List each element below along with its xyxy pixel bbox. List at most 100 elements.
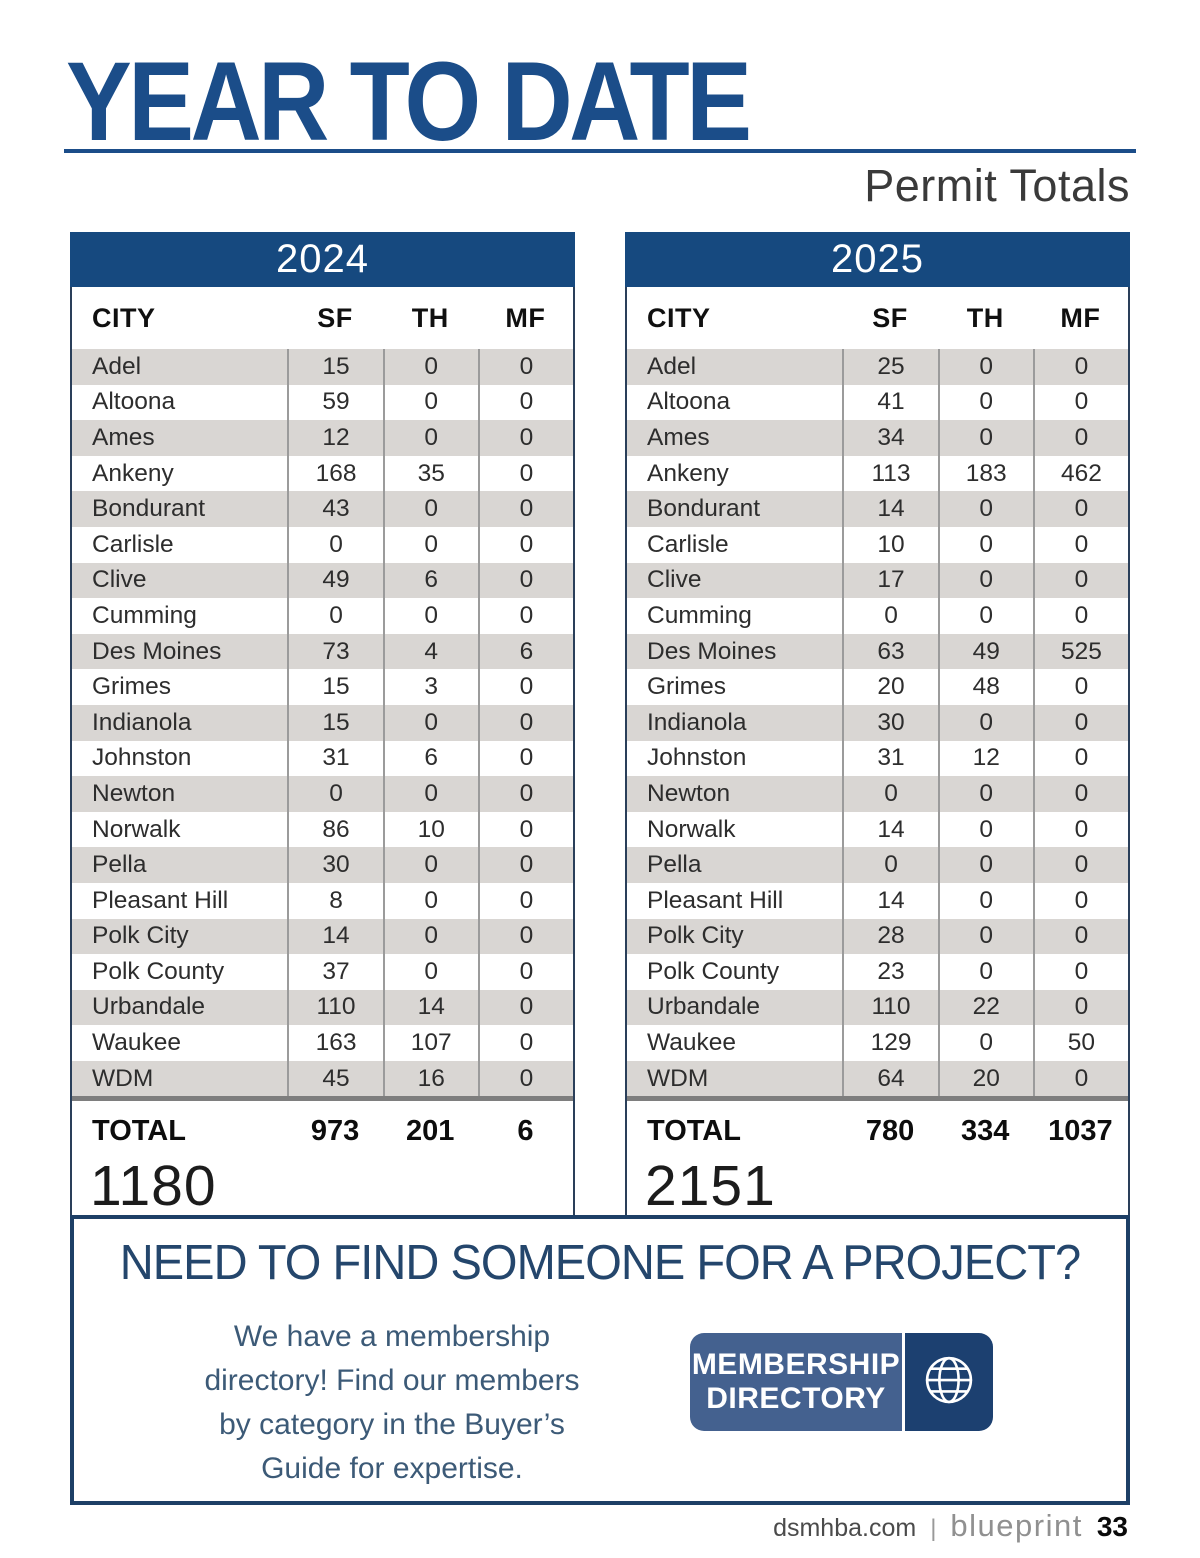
table-row: Bondurant 14 0 0 [627,491,1128,527]
sf-cell: 8 [287,882,382,919]
sf-cell: 28 [842,918,937,955]
th-cell: 0 [382,776,478,812]
th-cell: 22 [937,989,1033,1026]
th-cell: 3 [382,669,478,705]
sf-cell: 73 [287,633,382,670]
mf-cell: 0 [477,704,573,741]
mf-cell: 0 [477,526,573,563]
mf-cell: 0 [1032,349,1128,385]
total-mf: 1037 [1048,1114,1113,1147]
mf-cell: 0 [1032,989,1128,1026]
mf-cell: 0 [1032,918,1128,955]
city-cell: Grimes [92,673,171,701]
table-row: Norwalk 14 0 0 [627,811,1128,848]
city-cell: WDM [647,1064,709,1092]
mf-cell: 0 [477,598,573,634]
table-row: Clive 17 0 0 [627,562,1128,599]
column-header-city: CITY [647,302,711,333]
table-row: Johnston 31 12 0 [627,740,1128,777]
table-row: Adel 15 0 0 [72,349,573,385]
mf-cell: 6 [477,633,573,670]
table-header-row: CITY SF TH MF [627,287,1128,349]
mf-cell: 0 [477,811,573,848]
table-row: Cumming 0 0 0 [627,598,1128,634]
sf-cell: 64 [842,1060,937,1097]
mf-cell: 0 [1032,811,1128,848]
total-label: TOTAL [92,1114,186,1147]
city-cell: Polk City [647,922,744,950]
table-row: Bondurant 43 0 0 [72,491,573,527]
total-mf: 6 [517,1114,534,1147]
permit-table-2024: 2024 CITY SF TH MF Adel 15 0 0 Altoona 59 0 0 Am… [70,232,575,1226]
th-cell: 183 [937,455,1033,492]
mf-cell: 0 [477,562,573,599]
column-header-th: TH [966,302,1004,333]
mf-cell: 0 [1032,1060,1128,1097]
page-title: YEAR TO DATE [66,39,752,164]
sf-cell: 59 [287,384,382,421]
table-row: Polk County 37 0 0 [72,954,573,990]
table-body: Adel 15 0 0 Altoona 59 0 0 Ames 12 0 0 Ankeny 168 35 0 B… [72,349,573,1097]
sf-cell: 31 [842,740,937,777]
sf-cell: 0 [287,598,382,634]
th-cell: 0 [937,882,1033,919]
mf-cell: 0 [1032,598,1128,634]
sf-cell: 12 [287,420,382,456]
city-cell: Ames [647,423,710,451]
th-cell: 0 [937,420,1033,456]
th-cell: 0 [937,847,1033,883]
mf-cell: 0 [477,455,573,492]
city-cell: Urbandale [647,993,761,1021]
city-cell: Polk County [647,957,780,985]
table-row: Grimes 15 3 0 [72,669,573,705]
th-cell: 0 [382,598,478,634]
th-cell: 0 [937,562,1033,599]
th-cell: 48 [937,669,1033,705]
table-row: Cumming 0 0 0 [72,598,573,634]
mf-cell: 0 [477,1060,573,1097]
th-cell: 0 [382,954,478,990]
sf-cell: 113 [842,455,937,492]
city-cell: Pleasant Hill [92,886,229,914]
city-cell: Polk County [92,957,225,985]
total-divider [72,1096,573,1102]
table-row: Ames 34 0 0 [627,420,1128,456]
promo-heading: NEED TO FIND SOMEONE FOR A PROJECT? [119,1236,1081,1290]
th-cell: 0 [382,918,478,955]
total-row: TOTAL 780 334 1037 [627,1106,1128,1156]
table-row: Indianola 30 0 0 [627,704,1128,741]
mf-cell: 0 [477,989,573,1026]
city-cell: Pella [647,851,702,879]
table-row: Newton 0 0 0 [72,776,573,812]
permit-tables: 2024 CITY SF TH MF Adel 15 0 0 Altoona 59 0 0 Am… [70,232,1130,1226]
city-cell: Bondurant [92,495,206,523]
sf-cell: 31 [287,740,382,777]
sf-cell: 15 [287,669,382,705]
table-row: Waukee 163 107 0 [72,1025,573,1061]
table-row: Ankeny 168 35 0 [72,455,573,492]
mf-cell: 0 [1032,847,1128,883]
city-cell: Waukee [647,1029,736,1057]
membership-directory-label-line1: MEMBERSHIP [691,1348,901,1382]
sf-cell: 45 [287,1060,382,1097]
mf-cell: 0 [477,669,573,705]
mf-cell: 0 [1032,384,1128,421]
sf-cell: 17 [842,562,937,599]
sf-cell: 0 [842,598,937,634]
th-cell: 6 [382,562,478,599]
sf-cell: 110 [287,989,382,1026]
mf-cell: 0 [477,847,573,883]
th-cell: 0 [937,598,1033,634]
table-row: Waukee 129 0 50 [627,1025,1128,1061]
table-row: Pleasant Hill 14 0 0 [627,882,1128,919]
city-cell: Altoona [92,388,176,416]
table-row: WDM 45 16 0 [72,1060,573,1097]
sf-cell: 25 [842,349,937,385]
table-row: Ankeny 113 183 462 [627,455,1128,492]
column-header-city: CITY [92,302,156,333]
footer-website: dsmhba.com [773,1514,917,1542]
sf-cell: 14 [842,491,937,527]
mf-cell: 0 [1032,491,1128,527]
membership-directory-button[interactable]: MEMBERSHIP DIRECTORY [690,1333,993,1431]
th-cell: 0 [382,384,478,421]
